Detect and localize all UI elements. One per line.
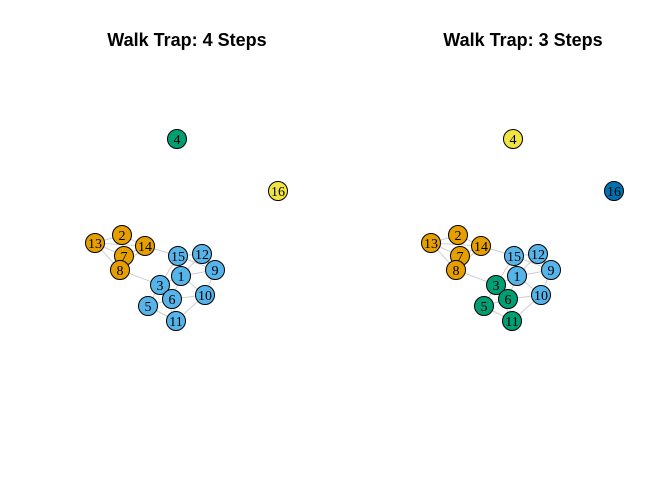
- node-circle: [166, 311, 186, 331]
- node-label: 2: [455, 229, 462, 244]
- node-label: 10: [534, 289, 548, 304]
- node-label: 14: [138, 240, 152, 255]
- node-3: 3: [486, 275, 506, 295]
- node-circle: [268, 181, 288, 201]
- node-label: 9: [548, 264, 555, 279]
- node-6: 6: [498, 289, 518, 309]
- node-circle: [421, 233, 441, 253]
- node-14: 14: [135, 236, 155, 256]
- node-circle: [471, 236, 491, 256]
- node-15: 15: [504, 246, 524, 266]
- node-12: 12: [528, 244, 548, 264]
- node-8: 8: [110, 260, 130, 280]
- node-9: 9: [541, 260, 561, 280]
- node-circle: [168, 246, 188, 266]
- node-label: 5: [481, 300, 488, 315]
- node-circle: [112, 225, 132, 245]
- node-circle: [138, 296, 158, 316]
- node-13: 13: [85, 233, 105, 253]
- node-label: 15: [171, 250, 185, 265]
- node-13: 13: [421, 233, 441, 253]
- node-circle: [531, 285, 551, 305]
- node-circle: [162, 289, 182, 309]
- node-circle: [110, 260, 130, 280]
- node-label: 8: [453, 264, 460, 279]
- node-14: 14: [471, 236, 491, 256]
- node-10: 10: [195, 285, 215, 305]
- node-1: 1: [171, 266, 191, 286]
- node-circle: [205, 260, 225, 280]
- node-circle: [150, 275, 170, 295]
- node-label: 11: [169, 315, 182, 330]
- node-3: 3: [150, 275, 170, 295]
- node-circle: [486, 275, 506, 295]
- node-label: 1: [178, 270, 185, 285]
- node-label: 15: [507, 250, 521, 265]
- node-label: 14: [474, 240, 488, 255]
- node-label: 1: [514, 270, 521, 285]
- node-16: 16: [604, 181, 624, 201]
- node-circle: [507, 266, 527, 286]
- node-12: 12: [192, 244, 212, 264]
- node-15: 15: [168, 246, 188, 266]
- node-5: 5: [138, 296, 158, 316]
- node-1: 1: [507, 266, 527, 286]
- node-circle: [498, 289, 518, 309]
- panel-title-4-steps: Walk Trap: 4 Steps: [107, 30, 266, 50]
- node-circle: [171, 266, 191, 286]
- node-label: 13: [424, 237, 438, 252]
- node-circle: [541, 260, 561, 280]
- node-6: 6: [162, 289, 182, 309]
- node-2: 2: [448, 225, 468, 245]
- node-label: 3: [493, 279, 500, 294]
- node-circle: [192, 244, 212, 264]
- node-2: 2: [112, 225, 132, 245]
- node-label: 6: [169, 293, 176, 308]
- node-circle: [446, 260, 466, 280]
- node-label: 4: [510, 133, 517, 148]
- node-label: 7: [457, 250, 464, 265]
- node-8: 8: [446, 260, 466, 280]
- node-circle: [167, 129, 187, 149]
- node-label: 16: [271, 185, 285, 200]
- node-circle: [448, 225, 468, 245]
- node-5: 5: [474, 296, 494, 316]
- node-label: 12: [531, 248, 545, 263]
- node-4: 4: [167, 129, 187, 149]
- node-label: 6: [505, 293, 512, 308]
- panel-title-3-steps: Walk Trap: 3 Steps: [443, 30, 602, 50]
- node-circle: [504, 246, 524, 266]
- node-label: 5: [145, 300, 152, 315]
- node-label: 13: [88, 237, 102, 252]
- node-circle: [604, 181, 624, 201]
- node-11: 11: [166, 311, 186, 331]
- node-label: 7: [121, 250, 128, 265]
- node-circle: [502, 311, 522, 331]
- node-label: 11: [505, 315, 518, 330]
- node-label: 3: [157, 279, 164, 294]
- node-11: 11: [502, 311, 522, 331]
- node-4: 4: [503, 129, 523, 149]
- node-circle: [528, 244, 548, 264]
- node-circle: [135, 236, 155, 256]
- node-label: 8: [117, 264, 124, 279]
- node-9: 9: [205, 260, 225, 280]
- node-circle: [85, 233, 105, 253]
- node-label: 9: [212, 264, 219, 279]
- node-label: 12: [195, 248, 209, 263]
- node-10: 10: [531, 285, 551, 305]
- node-label: 16: [607, 185, 621, 200]
- node-label: 10: [198, 289, 212, 304]
- node-circle: [474, 296, 494, 316]
- node-16: 16: [268, 181, 288, 201]
- node-circle: [195, 285, 215, 305]
- node-label: 4: [174, 133, 181, 148]
- node-circle: [503, 129, 523, 149]
- node-label: 2: [119, 229, 126, 244]
